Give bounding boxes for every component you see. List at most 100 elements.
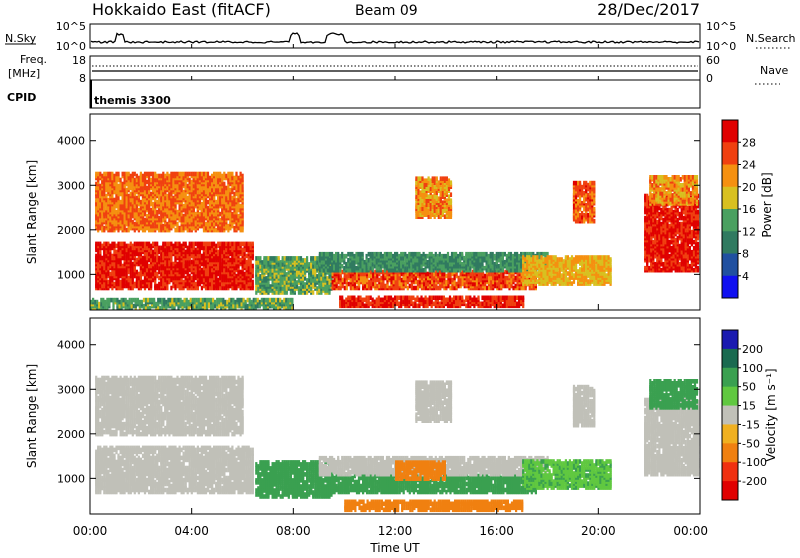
data-cell — [152, 202, 154, 207]
data-cell — [185, 172, 187, 177]
data-cell — [221, 178, 223, 183]
data-cell — [282, 262, 284, 267]
data-cell — [235, 224, 237, 229]
data-cell — [435, 252, 437, 257]
data-cell — [213, 242, 215, 247]
data-cell — [416, 262, 418, 267]
data-cell — [136, 270, 138, 275]
data-cell — [207, 182, 209, 187]
data-cell — [164, 250, 166, 255]
data-cell — [420, 264, 422, 269]
data-cell — [410, 262, 412, 267]
data-cell — [176, 210, 178, 215]
data-cell — [429, 252, 431, 257]
data-cell — [109, 272, 111, 277]
data-cell — [475, 262, 477, 267]
data-cell — [374, 276, 376, 281]
data-cell — [223, 176, 225, 181]
data-cell — [252, 242, 254, 247]
data-cell — [411, 282, 413, 287]
data-cell — [396, 252, 398, 257]
data-cell — [168, 254, 170, 259]
data-cell — [185, 186, 187, 191]
data-cell — [248, 282, 250, 287]
data-cell — [158, 270, 160, 275]
data-cell — [304, 276, 306, 281]
data-cell — [345, 262, 347, 267]
data-cell — [425, 254, 427, 259]
data-cell — [201, 224, 203, 229]
data-cell — [308, 278, 310, 283]
data-cell — [368, 262, 370, 267]
data-cell — [101, 244, 103, 249]
data-cell — [343, 254, 345, 259]
data-cell — [418, 252, 420, 257]
data-cell — [172, 200, 174, 205]
data-cell — [248, 242, 250, 247]
data-cell — [197, 254, 199, 259]
data-cell — [172, 216, 174, 221]
data-cell — [199, 190, 201, 195]
data-cell — [120, 212, 122, 217]
data-cell — [420, 258, 422, 263]
data-cell — [233, 176, 235, 181]
data-cell — [490, 276, 492, 281]
data-cell — [181, 182, 183, 187]
data-cell — [111, 270, 113, 275]
data-cell — [274, 256, 276, 261]
data-cell — [170, 210, 172, 215]
data-cell — [237, 282, 239, 287]
data-cell — [97, 202, 99, 207]
data-cell — [445, 280, 447, 285]
data-cell — [126, 228, 128, 233]
data-cell — [174, 228, 176, 233]
data-cell — [332, 280, 334, 285]
data-cell — [170, 180, 172, 185]
data-cell — [134, 282, 136, 287]
data-cell — [144, 272, 146, 277]
data-cell — [124, 282, 126, 287]
data-cell — [195, 260, 197, 265]
data-cell — [404, 252, 406, 257]
data-cell — [347, 252, 349, 257]
data-cell — [429, 286, 431, 291]
data-cell — [248, 260, 250, 265]
data-cell — [146, 262, 148, 267]
data-cell — [181, 284, 183, 289]
data-cell — [162, 242, 164, 247]
data-cell — [290, 256, 292, 261]
data-cell — [370, 280, 372, 285]
data-cell — [152, 270, 154, 275]
data-cell — [124, 172, 126, 177]
data-cell — [255, 260, 257, 265]
data-cell — [231, 196, 233, 201]
data-cell — [294, 256, 296, 261]
data-cell — [209, 256, 211, 261]
data-cell — [376, 284, 378, 289]
data-cell — [457, 254, 459, 259]
data-cell — [101, 210, 103, 215]
data-cell — [203, 192, 205, 197]
data-cell — [142, 242, 144, 247]
data-cell — [187, 184, 189, 189]
data-cell — [395, 284, 397, 289]
data-cell — [290, 274, 292, 279]
data-cell — [152, 242, 154, 247]
data-cell — [199, 200, 201, 205]
data-cell — [126, 268, 128, 273]
data-cell — [498, 264, 500, 269]
data-cell — [517, 286, 519, 291]
data-cell — [211, 242, 213, 247]
data-cell — [219, 274, 221, 279]
data-cell — [227, 284, 229, 289]
data-cell — [394, 258, 396, 263]
data-cell — [124, 216, 126, 221]
data-cell — [486, 252, 488, 257]
data-cell — [174, 264, 176, 269]
data-cell — [172, 220, 174, 225]
data-cell — [492, 260, 494, 265]
data-cell — [144, 198, 146, 203]
data-cell — [164, 174, 166, 179]
data-cell — [128, 276, 130, 281]
